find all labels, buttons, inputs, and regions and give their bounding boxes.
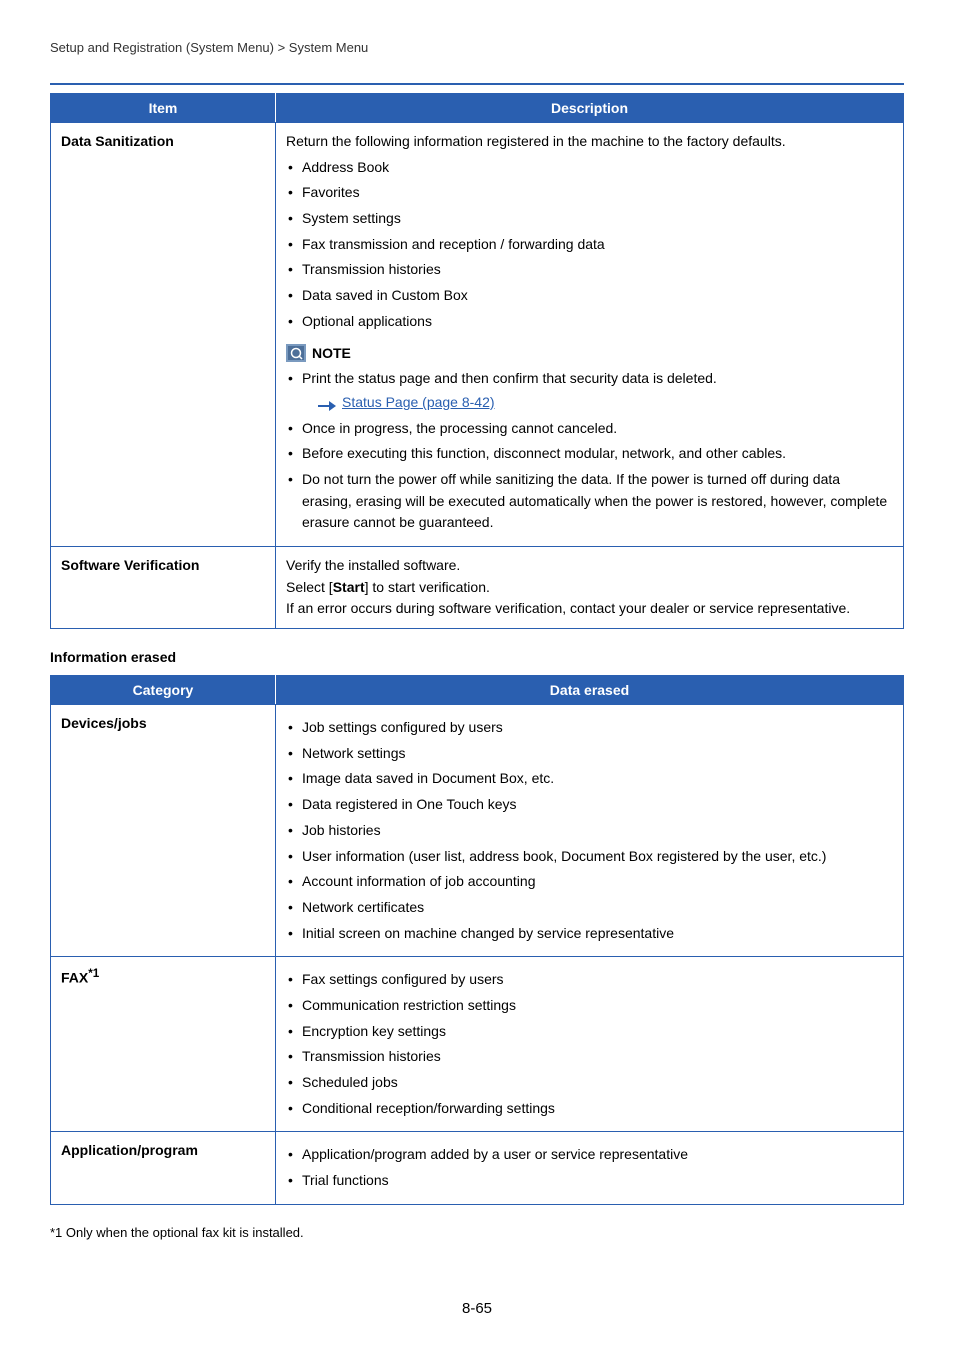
note-box: NOTE Print the status page and then conf… xyxy=(286,343,893,535)
list-item: Initial screen on machine changed by ser… xyxy=(286,923,893,945)
th-data-erased: Data erased xyxy=(276,676,904,705)
table-row: Data Sanitization Return the following i… xyxy=(51,123,904,547)
intro-text: Return the following information registe… xyxy=(286,131,893,153)
list-item: Job settings configured by users xyxy=(286,717,893,739)
row-content: Return the following information registe… xyxy=(276,123,904,547)
list-item: Data saved in Custom Box xyxy=(286,285,893,307)
list-item: Before executing this function, disconne… xyxy=(286,443,893,465)
list-item: Account information of job accounting xyxy=(286,871,893,893)
text-line: Select [Start] to start verification. xyxy=(286,577,893,599)
table-row: Devices/jobs Job settings configured by … xyxy=(51,705,904,957)
list-item: Optional applications xyxy=(286,311,893,333)
page-number: 8-65 xyxy=(50,1300,904,1317)
list-item: Trial functions xyxy=(286,1170,893,1192)
bullet-list: Fax settings configured by users Communi… xyxy=(286,969,893,1119)
th-item: Item xyxy=(51,94,276,123)
list-item: Network settings xyxy=(286,743,893,765)
row-label: Application/program xyxy=(51,1132,276,1204)
bullet-list: Address Book Favorites System settings F… xyxy=(286,157,893,333)
list-item: Scheduled jobs xyxy=(286,1072,893,1094)
list-item: Image data saved in Document Box, etc. xyxy=(286,768,893,790)
note-icon xyxy=(286,344,306,362)
list-item: System settings xyxy=(286,208,893,230)
bullet-list: Application/program added by a user or s… xyxy=(286,1144,893,1191)
list-item: Once in progress, the processing cannot … xyxy=(286,418,893,440)
row-content: Application/program added by a user or s… xyxy=(276,1132,904,1204)
row-content: Job settings configured by users Network… xyxy=(276,705,904,957)
link-line: Status Page (page 8-42) xyxy=(302,392,893,414)
note-list: Print the status page and then confirm t… xyxy=(286,368,893,534)
status-page-link[interactable]: Status Page (page 8-42) xyxy=(342,392,495,414)
page-content: Setup and Registration (System Menu) > S… xyxy=(0,0,954,1367)
list-item: Transmission histories xyxy=(286,1046,893,1068)
note-header: NOTE xyxy=(286,343,893,365)
list-item: Network certificates xyxy=(286,897,893,919)
table-row: FAX*1 Fax settings configured by users C… xyxy=(51,957,904,1132)
row-label: FAX*1 xyxy=(51,957,276,1132)
item-description-table: Item Description Data Sanitization Retur… xyxy=(50,93,904,629)
breadcrumb: Setup and Registration (System Menu) > S… xyxy=(50,40,904,55)
list-item: Print the status page and then confirm t… xyxy=(286,368,893,413)
table-row: Software Verification Verify the install… xyxy=(51,547,904,629)
list-item: Data registered in One Touch keys xyxy=(286,794,893,816)
list-item: Transmission histories xyxy=(286,259,893,281)
note-label: NOTE xyxy=(312,343,351,365)
list-item: Communication restriction settings xyxy=(286,995,893,1017)
note-text: Print the status page and then confirm t… xyxy=(302,370,717,386)
row-content: Verify the installed software. Select [S… xyxy=(276,547,904,629)
header-divider xyxy=(50,83,904,85)
list-item: Address Book xyxy=(286,157,893,179)
table-row: Application/program Application/program … xyxy=(51,1132,904,1204)
category-data-table: Category Data erased Devices/jobs Job se… xyxy=(50,675,904,1205)
list-item: Conditional reception/forwarding setting… xyxy=(286,1098,893,1120)
list-item: Fax settings configured by users xyxy=(286,969,893,991)
list-item: Application/program added by a user or s… xyxy=(286,1144,893,1166)
text-line: If an error occurs during software verif… xyxy=(286,598,893,620)
list-item: Fax transmission and reception / forward… xyxy=(286,234,893,256)
arrow-icon xyxy=(318,397,336,409)
list-item: User information (user list, address boo… xyxy=(286,846,893,868)
th-description: Description xyxy=(276,94,904,123)
row-label: Software Verification xyxy=(51,547,276,629)
bullet-list: Job settings configured by users Network… xyxy=(286,717,893,944)
row-label: Devices/jobs xyxy=(51,705,276,957)
text-line: Verify the installed software. xyxy=(286,555,893,577)
list-item: Do not turn the power off while sanitizi… xyxy=(286,469,893,534)
section-title: Information erased xyxy=(50,649,904,665)
row-content: Fax settings configured by users Communi… xyxy=(276,957,904,1132)
row-label: Data Sanitization xyxy=(51,123,276,547)
th-category: Category xyxy=(51,676,276,705)
list-item: Encryption key settings xyxy=(286,1021,893,1043)
list-item: Favorites xyxy=(286,182,893,204)
footnote: *1 Only when the optional fax kit is ins… xyxy=(50,1225,904,1240)
list-item: Job histories xyxy=(286,820,893,842)
